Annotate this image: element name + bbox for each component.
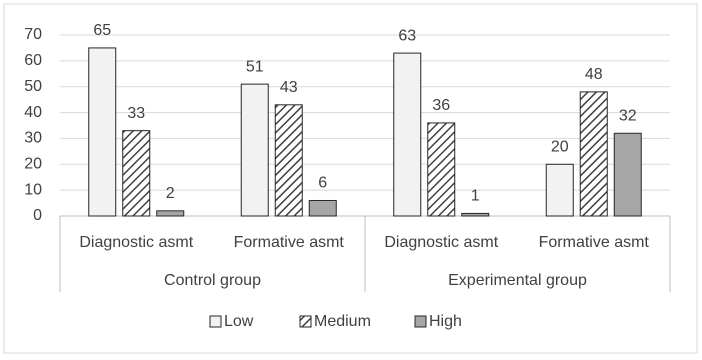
data-label: 20 xyxy=(551,139,569,156)
y-tick-label: 20 xyxy=(24,156,42,173)
legend-swatch xyxy=(414,315,427,328)
x-tick-label: Formative asmt xyxy=(234,234,345,251)
legend-swatch xyxy=(299,315,312,328)
group-label: Experimental group xyxy=(448,272,587,289)
bar xyxy=(240,83,269,217)
y-tick-label: 50 xyxy=(24,78,42,95)
x-tick-label: Diagnostic asmt xyxy=(79,234,193,251)
bar xyxy=(393,52,422,217)
bar xyxy=(308,199,337,217)
group-label: Control group xyxy=(164,272,261,289)
data-label: 2 xyxy=(166,185,175,202)
y-tick-label: 0 xyxy=(33,207,42,224)
bar xyxy=(88,47,117,217)
y-tick-label: 60 xyxy=(24,52,42,69)
data-label: 51 xyxy=(246,58,264,75)
bar xyxy=(579,91,608,217)
bar xyxy=(545,163,574,217)
y-tick-label: 30 xyxy=(24,130,42,147)
bar xyxy=(427,122,456,217)
legend-label: Medium xyxy=(314,313,371,330)
y-tick-label: 70 xyxy=(24,26,42,43)
legend-label: Low xyxy=(224,313,254,330)
bar xyxy=(156,210,185,217)
data-label: 48 xyxy=(585,66,603,83)
y-tick-label: 40 xyxy=(24,104,42,121)
data-label: 65 xyxy=(93,22,111,39)
bar xyxy=(461,212,490,217)
data-label: 1 xyxy=(471,188,480,205)
bar xyxy=(274,104,303,217)
x-tick-label: Formative asmt xyxy=(539,234,650,251)
x-tick-label: Diagnostic asmt xyxy=(384,234,498,251)
data-label: 63 xyxy=(398,27,416,44)
y-tick-label: 10 xyxy=(24,181,42,198)
legend-label: High xyxy=(429,313,462,330)
bar xyxy=(613,132,642,217)
data-label: 32 xyxy=(619,107,637,124)
data-label: 36 xyxy=(432,97,450,114)
legend-swatch xyxy=(209,315,222,328)
data-label: 33 xyxy=(127,105,145,122)
bar xyxy=(122,130,151,217)
data-label: 43 xyxy=(280,79,298,96)
data-label: 6 xyxy=(318,175,327,192)
